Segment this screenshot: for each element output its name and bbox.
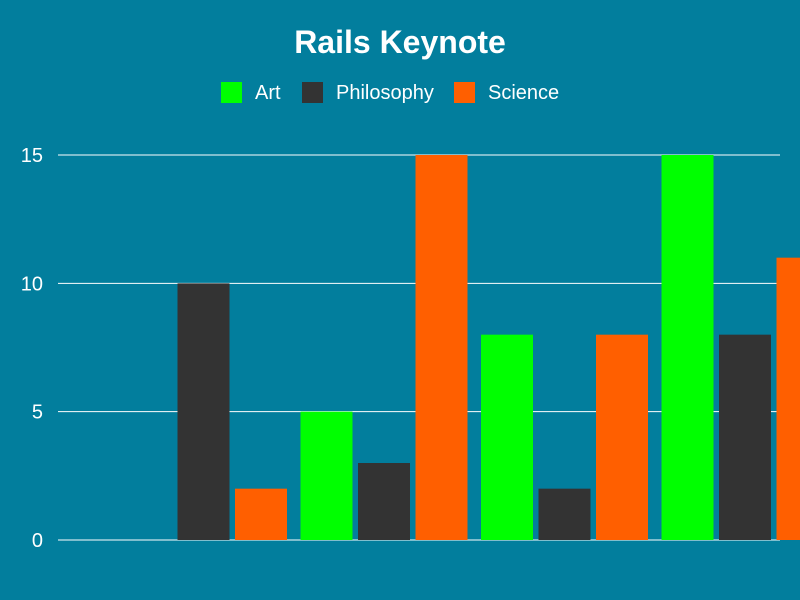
bar-science-3 — [596, 334, 648, 540]
y-tick-label: 0 — [32, 530, 43, 552]
legend-swatch-art — [221, 82, 242, 103]
bar-art-3 — [481, 334, 533, 540]
legend: Art Philosophy Science — [221, 82, 559, 104]
legend-label-philosophy: Philosophy — [336, 82, 434, 104]
legend-label-science: Science — [488, 82, 559, 104]
bar-philosophy-2 — [358, 463, 410, 540]
bar-science-4 — [776, 257, 800, 540]
bar-art-2 — [300, 411, 353, 540]
legend-swatch-philosophy — [302, 82, 323, 103]
bar-philosophy-4 — [719, 334, 771, 540]
chart-title: Rails Keynote — [294, 24, 506, 60]
bar-science-1 — [235, 488, 287, 540]
bar-philosophy-3 — [538, 488, 591, 540]
y-axis: 0 5 10 15 — [21, 145, 43, 552]
bar-philosophy-1 — [177, 283, 230, 540]
bar-art-4 — [661, 155, 714, 540]
legend-label-art: Art — [255, 82, 281, 104]
y-tick-label: 10 — [21, 273, 43, 295]
legend-swatch-science — [454, 82, 475, 103]
y-tick-label: 15 — [21, 145, 43, 167]
bars — [177, 155, 800, 540]
y-tick-label: 5 — [32, 402, 43, 424]
bar-science-2 — [415, 155, 468, 540]
